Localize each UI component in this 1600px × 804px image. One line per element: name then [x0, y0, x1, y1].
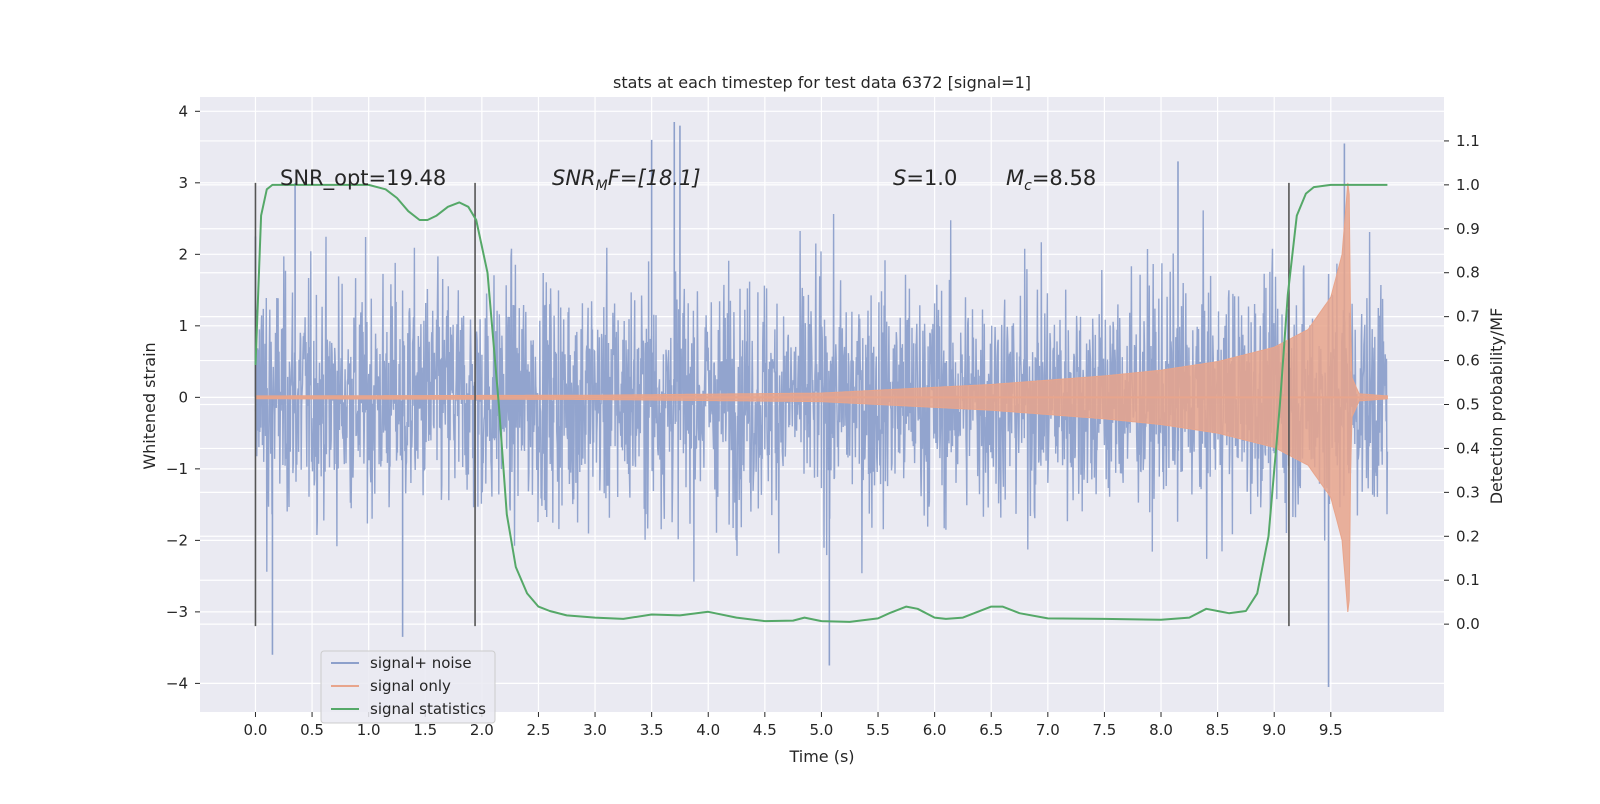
annotation-s-rest: =1.0: [906, 166, 957, 190]
y-axis-label: Whitened strain: [140, 342, 159, 469]
annotation-s-main: S: [893, 166, 906, 190]
x-tick-label: 2.0: [470, 721, 494, 739]
annotation-mc-rest: =8.58: [1032, 166, 1096, 190]
y-tick-label: −2: [166, 531, 188, 549]
legend-label-signal-statistics: signal statistics: [370, 700, 486, 718]
vertical-markers: [254, 182, 1290, 627]
annotation-mc: Mc=8.58: [1006, 166, 1096, 194]
axis-ticks: 0.0 0.5 1.0 1.5 2.0 2.5 3.0 3.5 4.0 4.5 5.0 5.5 6.0 6…: [166, 102, 1480, 739]
x-tick-label: 7.0: [1036, 721, 1060, 739]
y-right-tick-label: 1.1: [1456, 132, 1480, 150]
y-tick-label: 3: [178, 174, 188, 192]
x-tick-label: 4.5: [753, 721, 777, 739]
x-tick-label: 8.5: [1206, 721, 1230, 739]
chart-title: stats at each timestep for test data 637…: [613, 73, 1031, 92]
x-tick-label: 0.5: [300, 721, 324, 739]
legend: signal+ noise signal only signal statist…: [320, 650, 496, 724]
y-right-tick-label: 0.9: [1456, 220, 1480, 238]
x-tick-label: 9.5: [1319, 721, 1343, 739]
x-tick-label: 3.5: [640, 721, 664, 739]
annotation-s: S=1.0: [893, 166, 957, 190]
x-tick-label: 6.5: [979, 721, 1003, 739]
y-right-tick-label: 0.2: [1456, 527, 1480, 545]
x-tick-label: 0.0: [244, 721, 268, 739]
y-tick-label: 4: [178, 102, 188, 120]
y-tick-label: 0: [178, 388, 188, 406]
x-tick-label: 5.5: [866, 721, 890, 739]
noise-trace: [254, 210, 1389, 582]
y-tick-label: −4: [166, 674, 188, 692]
y-right-tick-label: 0.5: [1456, 396, 1480, 414]
annotation-mc-main: M: [1006, 166, 1024, 190]
annotation-mc-sub: c: [1024, 178, 1032, 194]
y-tick-label: −3: [166, 603, 188, 621]
y-right-tick-label: 0.7: [1456, 308, 1480, 326]
y-tick-label: −1: [166, 460, 188, 478]
x-tick-label: 1.5: [413, 721, 437, 739]
signal-only-series: [255, 182, 1388, 612]
signal-statistics-line: [254, 183, 1388, 623]
x-tick-label: 5.0: [810, 721, 834, 739]
annotation-snr-mf-rest: F=[18.1]: [608, 166, 701, 190]
y-right-tick-label: 0.3: [1456, 483, 1480, 501]
y-axis-label-right: Detection probability/MF: [1487, 308, 1506, 505]
x-tick-label: 7.5: [1092, 721, 1116, 739]
x-tick-label: 9.0: [1262, 721, 1286, 739]
annotation-snr-opt: SNR_opt=19.48: [280, 166, 446, 191]
x-tick-label: 2.5: [527, 721, 551, 739]
legend-label-signal-only: signal only: [370, 677, 451, 695]
y-right-tick-label: 1.0: [1456, 176, 1480, 194]
y-right-tick-label: 0.8: [1456, 264, 1480, 282]
annotation-snr-mf: SNRMF=[18.1]: [552, 166, 701, 194]
x-axis-label: Time (s): [788, 747, 854, 766]
annotation-snr-mf-sub: M: [596, 178, 608, 194]
signal-statistics-series: [254, 183, 1388, 623]
y-right-tick-label: 0.0: [1456, 615, 1480, 633]
annotation-snr-mf-main: SNR: [552, 166, 596, 190]
y-tick-label: 2: [178, 245, 188, 263]
y-right-tick-label: 0.6: [1456, 352, 1480, 370]
legend-box: [320, 650, 496, 724]
x-tick-label: 6.0: [923, 721, 947, 739]
x-tick-label: 3.0: [583, 721, 607, 739]
x-tick-label: 1.0: [357, 721, 381, 739]
y-tick-label: 1: [178, 317, 188, 335]
y-right-tick-label: 0.4: [1456, 439, 1480, 457]
y-right-tick-label: 0.1: [1456, 571, 1480, 589]
x-tick-label: 4.0: [696, 721, 720, 739]
x-tick-label: 8.0: [1149, 721, 1173, 739]
legend-label-signal-plus-noise: signal+ noise: [370, 654, 472, 672]
